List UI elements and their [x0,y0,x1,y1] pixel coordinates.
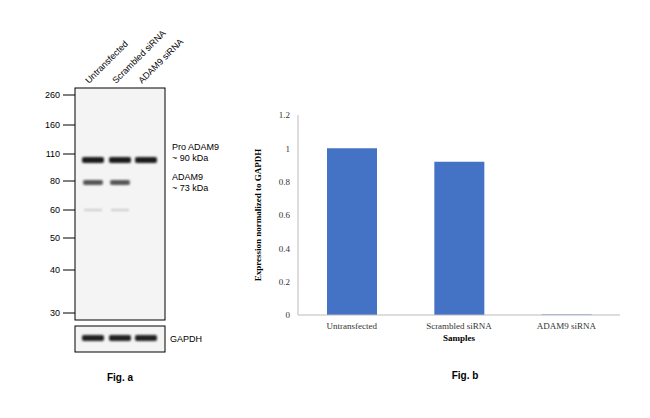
svg-text:ADAM9 siRNA: ADAM9 siRNA [537,321,597,331]
svg-text:Fig. a: Fig. a [107,372,134,383]
svg-text:0: 0 [286,310,291,320]
svg-text:30: 30 [50,308,60,318]
svg-text:0.8: 0.8 [279,177,291,187]
svg-text:~ 73 kDa: ~ 73 kDa [172,183,208,193]
svg-text:0.6: 0.6 [279,210,291,220]
svg-text:Untransfected: Untransfected [326,321,377,331]
svg-text:ADAM9: ADAM9 [172,172,203,182]
svg-text:Samples: Samples [443,333,476,343]
svg-text:GAPDH: GAPDH [170,334,202,344]
svg-text:80: 80 [50,176,60,186]
svg-text:Scrambled siRNA: Scrambled siRNA [110,28,168,86]
svg-text:50: 50 [50,233,60,243]
svg-text:Scrambled siRNA: Scrambled siRNA [426,321,492,331]
svg-text:0.4: 0.4 [279,244,291,254]
svg-text:ADAM9 siRNA: ADAM9 siRNA [136,37,185,86]
svg-text:60: 60 [50,205,60,215]
svg-text:260: 260 [45,90,60,100]
svg-text:1.2: 1.2 [279,110,290,120]
html-text:Fig. b: Fig. b [451,370,479,381]
svg-text:0.2: 0.2 [279,277,290,287]
svg-text:160: 160 [45,120,60,130]
svg-text:110: 110 [46,149,60,159]
svg-text:40: 40 [50,265,60,275]
svg-text:~ 90 kDa: ~ 90 kDa [172,153,208,163]
svg-text:Untransfected: Untransfected [83,38,130,86]
svg-text:1: 1 [286,144,291,154]
svg-text:Pro ADAM9: Pro ADAM9 [172,142,219,152]
svg-text:Expression normalized to GAPDH: Expression normalized to GAPDH [253,149,263,282]
